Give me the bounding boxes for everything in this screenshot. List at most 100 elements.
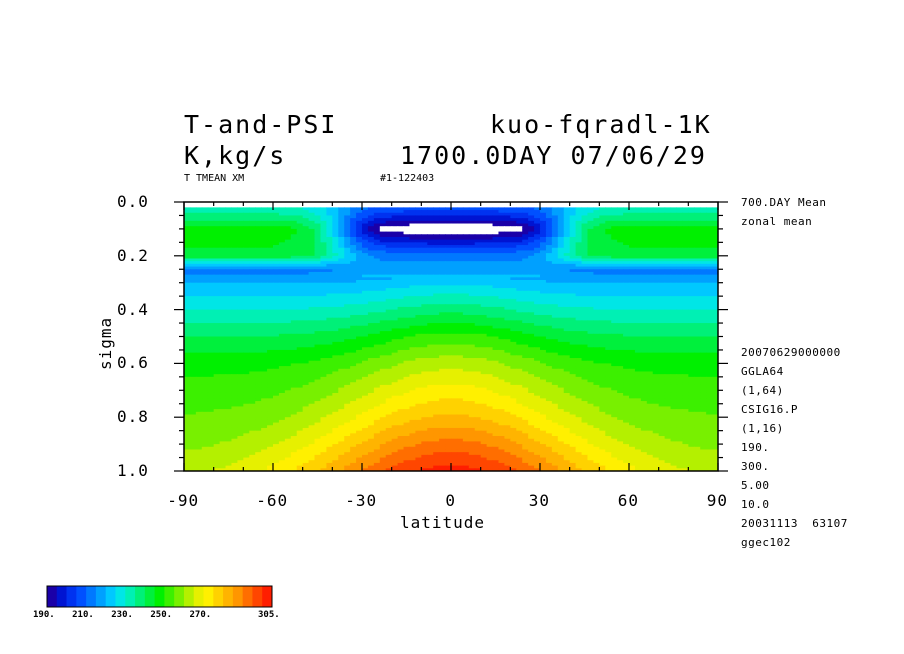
heatmap-cell xyxy=(433,223,440,227)
heatmap-cell xyxy=(249,341,256,346)
heatmap-cell xyxy=(326,306,333,311)
heatmap-cell xyxy=(694,212,701,217)
heatmap-cell xyxy=(344,242,351,246)
heatmap-cell xyxy=(510,255,517,260)
heatmap-cell xyxy=(284,341,292,346)
heatmap-cell xyxy=(557,304,565,308)
heatmap-cell xyxy=(451,328,458,332)
heatmap-cell xyxy=(213,317,221,321)
heatmap-cell xyxy=(468,277,476,281)
heatmap-cell xyxy=(201,320,209,324)
heatmap-cell xyxy=(652,320,660,324)
heatmap-cell xyxy=(189,202,197,206)
heatmap-cell xyxy=(225,228,233,233)
heatmap-cell xyxy=(314,239,322,243)
heatmap-cell xyxy=(231,202,238,206)
heatmap-cell xyxy=(201,250,209,254)
heatmap-cell xyxy=(397,309,405,313)
heatmap-cell xyxy=(433,290,440,295)
heatmap-cell xyxy=(243,347,250,351)
heatmap-cell xyxy=(255,333,262,338)
heatmap-cell xyxy=(587,301,594,305)
heatmap-cell xyxy=(273,228,280,233)
heatmap-cell xyxy=(356,320,363,324)
heatmap-cell xyxy=(534,271,541,276)
heatmap-cell xyxy=(273,250,280,254)
heatmap-cell xyxy=(427,328,434,332)
heatmap-cell xyxy=(593,309,600,313)
heatmap-cell xyxy=(379,349,387,354)
heatmap-cell xyxy=(486,333,494,338)
heatmap-cell xyxy=(528,236,535,241)
heatmap-cell xyxy=(195,301,203,305)
heatmap-cell xyxy=(326,210,333,214)
heatmap-cell xyxy=(385,226,393,230)
heatmap-cell xyxy=(255,344,262,348)
heatmap-cell xyxy=(273,263,280,268)
heatmap-cell xyxy=(379,280,387,284)
heatmap-cell xyxy=(278,263,286,268)
heatmap-cell xyxy=(581,344,589,348)
heatmap-cell xyxy=(575,239,583,243)
heatmap-cell xyxy=(439,309,446,313)
heatmap-cell xyxy=(456,250,464,254)
heatmap-cell xyxy=(611,207,618,211)
heatmap-cell xyxy=(433,266,440,270)
heatmap-cell xyxy=(350,226,357,230)
heatmap-cell xyxy=(338,288,345,292)
heatmap-cell xyxy=(646,269,654,273)
heatmap-cell xyxy=(474,223,482,227)
heatmap-cell xyxy=(350,290,357,295)
heatmap-cell xyxy=(700,204,707,208)
heatmap-cell xyxy=(646,274,654,278)
heatmap-cell xyxy=(290,298,298,303)
heatmap-cell xyxy=(409,323,416,327)
heatmap-cell xyxy=(314,317,322,321)
heatmap-cell xyxy=(510,215,517,219)
heatmap-cell xyxy=(670,325,678,330)
heatmap-cell xyxy=(445,255,452,260)
heatmap-cell xyxy=(385,304,393,308)
heatmap-cell xyxy=(207,282,215,286)
heatmap-cell xyxy=(219,207,227,211)
heatmap-cell xyxy=(433,269,440,273)
heatmap-cell xyxy=(605,339,612,343)
heatmap-cell xyxy=(510,336,517,340)
heatmap-cell xyxy=(611,298,618,303)
heatmap-cell xyxy=(634,339,642,343)
heatmap-cell xyxy=(195,306,203,311)
heatmap-cell xyxy=(462,347,470,351)
heatmap-cell xyxy=(273,242,280,246)
heatmap-cell xyxy=(551,339,559,343)
heatmap-cell xyxy=(219,347,227,351)
heatmap-cell xyxy=(403,215,411,219)
heatmap-cell xyxy=(462,234,470,238)
heatmap-cell xyxy=(462,247,470,252)
heatmap-cell xyxy=(379,333,387,338)
heatmap-cell xyxy=(569,212,577,217)
heatmap-cell xyxy=(255,296,262,300)
heatmap-cell xyxy=(243,212,250,217)
heatmap-cell xyxy=(611,234,618,238)
heatmap-cell xyxy=(611,231,618,235)
heatmap-cell xyxy=(290,255,298,260)
heatmap-cell xyxy=(545,231,553,235)
heatmap-cell xyxy=(528,250,535,254)
heatmap-cell xyxy=(456,298,464,303)
heatmap-cell xyxy=(350,312,357,316)
heatmap-cell xyxy=(427,234,434,238)
heatmap-cell xyxy=(700,293,707,297)
heatmap-cell xyxy=(290,212,298,217)
heatmap-cell xyxy=(284,247,292,252)
heatmap-cell xyxy=(184,314,191,319)
heatmap-cell xyxy=(587,323,594,327)
heatmap-cell xyxy=(320,236,327,241)
heatmap-cell xyxy=(492,347,500,351)
heatmap-cell xyxy=(439,266,446,270)
heatmap-cell xyxy=(284,336,292,340)
heatmap-cell xyxy=(569,218,577,222)
heatmap-cell xyxy=(617,207,624,211)
heatmap-cell xyxy=(551,320,559,324)
heatmap-cell xyxy=(694,325,701,330)
heatmap-cell xyxy=(379,298,387,303)
